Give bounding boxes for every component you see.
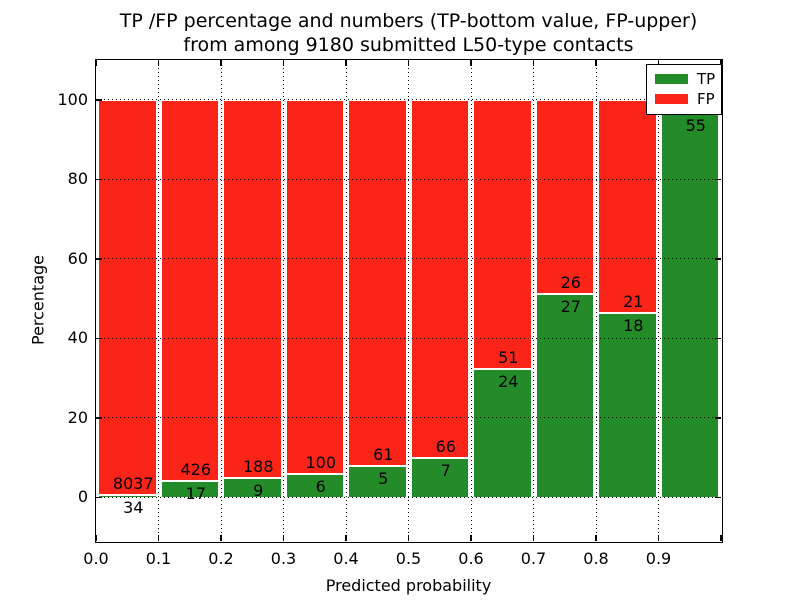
x-tick-mark — [282, 535, 285, 541]
legend-swatch-tp — [655, 74, 688, 84]
y-tick-mark — [96, 417, 102, 419]
x-tick-mark — [345, 535, 347, 541]
bar-tp-segment — [224, 479, 281, 498]
x-gridline — [408, 60, 409, 541]
x-tick-mark — [95, 60, 97, 66]
y-tick-mark — [96, 99, 102, 101]
y-tick-label: 60 — [67, 248, 88, 268]
x-tick-mark — [345, 60, 347, 66]
bar-fp-segment — [224, 99, 281, 480]
x-tick-mark — [220, 60, 222, 66]
bar-tp-segment — [286, 474, 343, 498]
x-tick-label: 0.6 — [458, 549, 484, 568]
bar-tp-segment — [599, 313, 656, 498]
bar-tp-segment — [411, 459, 468, 498]
x-tick-mark — [157, 60, 160, 66]
y-tick-label: 100 — [57, 89, 88, 109]
x-tick-mark — [720, 535, 722, 541]
x-tick-mark — [407, 535, 410, 541]
y-tick-mark — [96, 496, 102, 499]
y-tick-mark — [96, 337, 102, 339]
x-tick-label: 0.2 — [208, 549, 234, 568]
x-tick-mark — [532, 60, 535, 66]
bar-tp-segment — [474, 370, 531, 498]
bar-fp-segment — [99, 99, 156, 496]
x-tick-mark — [220, 535, 222, 541]
x-tick-mark — [532, 535, 535, 541]
chart-title: TP /FP percentage and numbers (TP-bottom… — [96, 9, 721, 57]
chart-title-line1: TP /FP percentage and numbers (TP-bottom… — [119, 10, 698, 32]
bar-tp-segment — [99, 495, 156, 498]
y-tick-label: 20 — [67, 407, 88, 427]
x-tick-label: 0.4 — [333, 549, 359, 568]
x-gridline — [595, 60, 597, 541]
y-tick-mark — [96, 178, 102, 180]
chart-title-line2: from among 9180 submitted L50-type conta… — [183, 34, 634, 56]
y-tick-label: 80 — [67, 169, 88, 189]
x-tick-mark — [595, 535, 597, 541]
x-tick-mark — [720, 60, 722, 66]
x-gridline — [220, 60, 222, 541]
x-tick-label: 0.0 — [83, 549, 109, 568]
bar-tp-segment — [349, 467, 406, 498]
x-gridline — [658, 60, 659, 541]
x-gridline — [158, 60, 159, 541]
plot-area: 8037 426 188 100 61 66 51 26 21 34 17 9 6 5 7 24 27 18 55 — [94, 58, 723, 543]
x-tick-label: 0.9 — [645, 549, 672, 568]
bar-tp-segment — [536, 294, 593, 498]
legend-entry: FP — [655, 89, 721, 109]
y-tick-label: 0 — [77, 487, 88, 507]
legend-label-fp: FP — [697, 90, 715, 108]
x-tick-mark — [282, 60, 285, 66]
y-tick-mark — [96, 258, 102, 260]
x-tick-mark — [595, 60, 597, 66]
legend: TP FP — [646, 64, 722, 115]
x-tick-label: 0.8 — [583, 549, 609, 568]
x-tick-mark — [657, 535, 660, 541]
y-tick-mark — [715, 496, 721, 499]
x-tick-label: 0.1 — [145, 549, 172, 568]
bar-fp-segment — [599, 99, 656, 314]
y-tick-label: 40 — [67, 328, 88, 348]
y-tick-mark — [715, 258, 721, 260]
legend-entry: TP — [655, 69, 721, 89]
y-tick-mark — [715, 337, 721, 339]
bar-tp-segment — [161, 482, 218, 498]
x-tick-mark — [407, 60, 410, 66]
y-tick-mark — [715, 417, 721, 419]
y-tick-mark — [715, 178, 721, 180]
x-gridline — [533, 60, 534, 541]
x-tick-mark — [470, 60, 472, 66]
x-gridline — [470, 60, 472, 541]
x-tick-label: 0.3 — [270, 549, 297, 568]
x-tick-mark — [95, 535, 97, 541]
x-tick-label: 0.5 — [395, 549, 422, 568]
x-gridline — [283, 60, 284, 541]
bar-fp-segment — [286, 99, 343, 475]
bar-tp-segment — [661, 113, 718, 498]
tp-count-label: 34 — [123, 497, 144, 517]
x-gridline — [345, 60, 347, 541]
bar-fp-segment — [411, 99, 468, 460]
legend-label-tp: TP — [697, 70, 716, 88]
x-tick-mark — [470, 535, 472, 541]
x-tick-mark — [157, 535, 160, 541]
bar-fp-segment — [474, 99, 531, 371]
bar-fp-segment — [161, 99, 218, 482]
x-axis-label: Predicted probability — [325, 576, 492, 595]
bar-fp-segment — [349, 99, 406, 468]
x-tick-label: 0.7 — [520, 549, 547, 568]
bar-fp-segment — [536, 99, 593, 295]
legend-swatch-fp — [655, 94, 688, 104]
